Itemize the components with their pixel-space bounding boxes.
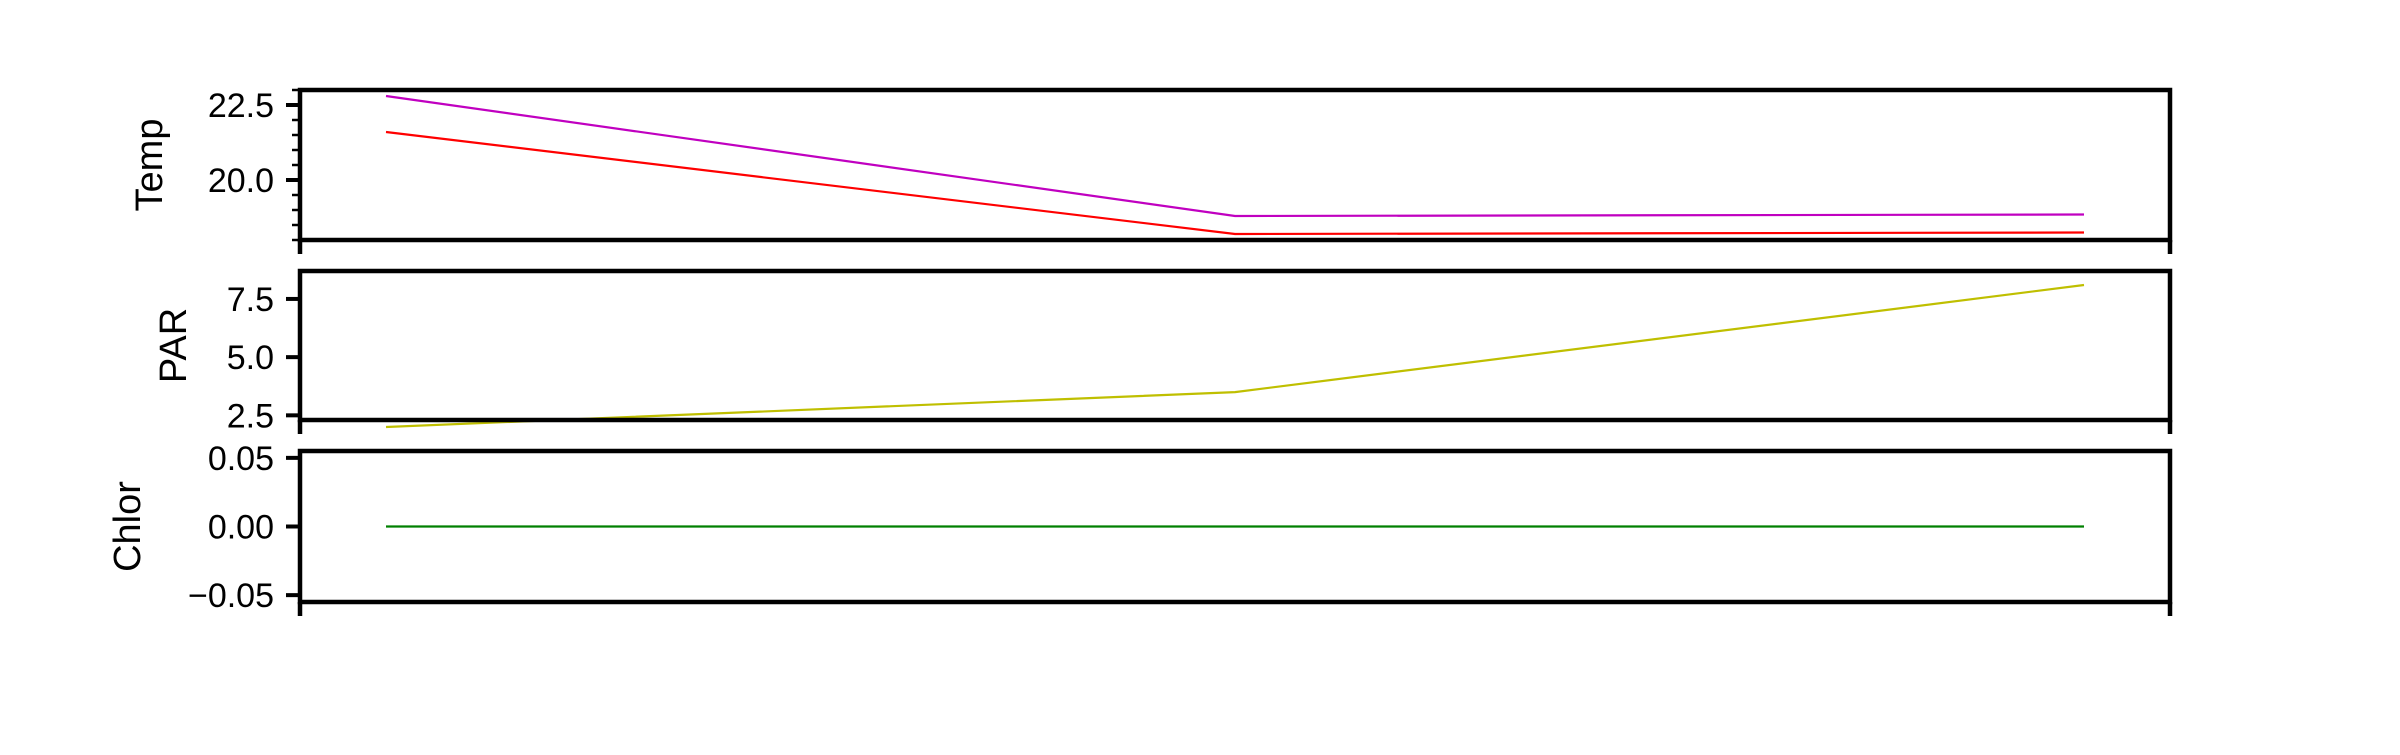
panel-temp: 20.0 22.5 Temp: [129, 87, 2173, 254]
y-tick-label-par-1: 5.0: [227, 339, 274, 377]
y-tick-label-par-0: 2.5: [227, 397, 274, 435]
y-tick-label-par-2: 7.5: [227, 281, 274, 319]
series-line-temp-1: [385, 130, 2085, 236]
y-tick-label-temp-0: 20.0: [208, 162, 274, 200]
axes-frame-par: [297, 268, 2173, 423]
y-tick-label-chlor-1: 0.00: [208, 509, 274, 547]
series-line-temp-0: [385, 94, 2085, 218]
y-tick-label-temp-1: 22.5: [208, 87, 274, 125]
panel-chlor: −0.05 0.00 0.05 Chlor: [107, 440, 2173, 616]
y-axis-label-par: PAR: [153, 308, 195, 383]
y-axis-label-chlor: Chlor: [107, 481, 149, 572]
panel-par: 2.5 5.0 7.5 PAR: [153, 268, 2173, 435]
y-tick-label-chlor-2: 0.05: [208, 440, 274, 478]
series-line-par-0: [385, 283, 2085, 429]
axes-frame-temp: [297, 87, 2173, 243]
y-axis-label-temp: Temp: [129, 119, 171, 212]
y-tick-label-chlor-0: −0.05: [188, 577, 274, 615]
